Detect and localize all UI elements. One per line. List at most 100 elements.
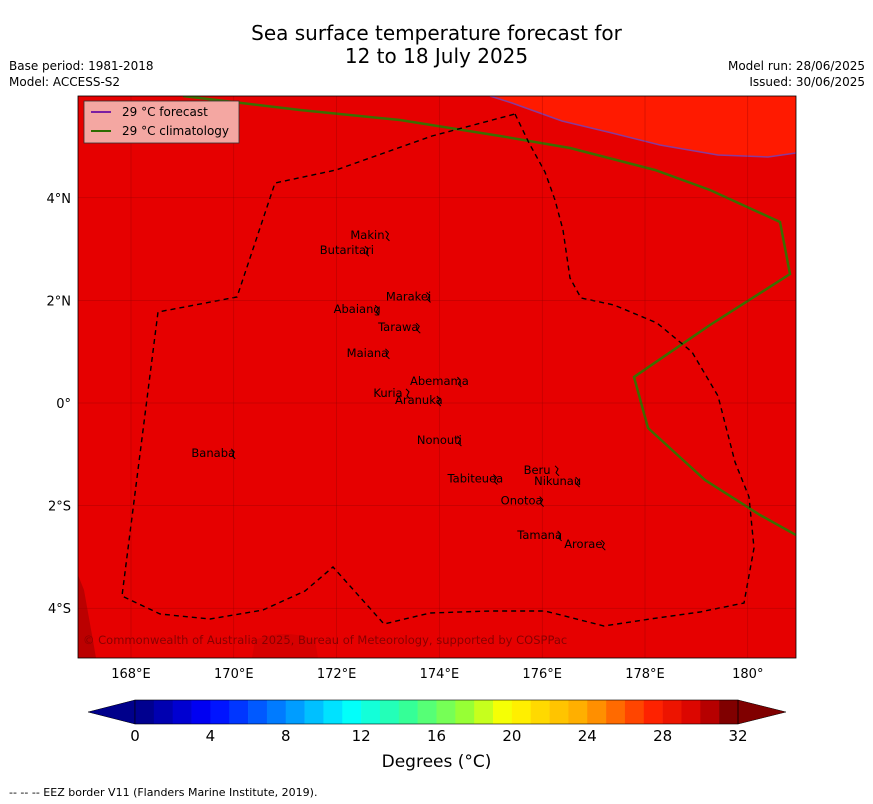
- warmer-sst-region: [490, 96, 796, 157]
- colorbar-swatch: [379, 700, 400, 724]
- colorbar: [87, 699, 787, 725]
- colorbar-swatch: [417, 700, 437, 724]
- legend-box: [83, 100, 240, 144]
- colorbar-tick-label: 8: [281, 727, 291, 745]
- place-label: Tamana: [516, 528, 562, 542]
- place-label: Abemama: [410, 374, 469, 388]
- sea-surface-field: [78, 96, 796, 658]
- colorbar-label: Degrees (°C): [381, 752, 492, 772]
- colorbar-swatch: [266, 700, 287, 724]
- base-period: Base period: 1981-2018: [9, 59, 154, 73]
- colorbar-min-arrow: [87, 699, 136, 725]
- x-tick-label: 180°: [732, 667, 763, 682]
- colorbar-swatch: [210, 700, 230, 724]
- place-label: Abaiang: [334, 302, 381, 316]
- x-tick-label: 170°E: [214, 667, 254, 682]
- colorbar-swatch: [304, 700, 324, 724]
- colorbar-swatch: [248, 700, 268, 724]
- colorbar-swatch: [587, 700, 607, 724]
- x-tick-label: 176°E: [522, 667, 562, 682]
- place-label: Tabiteuea: [447, 472, 504, 486]
- chart-title: Sea surface temperature forecast for 12 …: [0, 22, 873, 68]
- colorbar-swatch: [662, 700, 682, 724]
- colorbar-swatch: [643, 700, 663, 724]
- gridlines: [78, 96, 796, 658]
- forecast-29c-contour: [489, 96, 796, 158]
- x-axis: 168°E 170°E 172°E 174°E 176°E 178°E 180°: [111, 667, 763, 682]
- y-tick-label: 2°N: [47, 294, 72, 309]
- colorbar-swatch: [436, 700, 456, 724]
- eez-footnote: -- -- -- EEZ border V11 (Flanders Marine…: [9, 786, 318, 799]
- colorbar-swatch: [493, 700, 513, 724]
- colorbar-swatch: [474, 700, 494, 724]
- island-outlines: [230, 230, 606, 551]
- y-tick-label: 4°S: [48, 602, 71, 617]
- island-outline: [426, 292, 431, 303]
- place-label: Banaba: [191, 446, 235, 460]
- colorbar-swatch: [229, 700, 249, 724]
- colorbar-tick-label: 28: [653, 727, 672, 745]
- colorbar-tick-label: 32: [728, 727, 747, 745]
- colorbar-swatch: [361, 700, 381, 724]
- colorbar-ticks: 0 4 8 12 16 20 24 28 32: [130, 727, 747, 745]
- island-outline: [575, 476, 580, 488]
- island-outline: [385, 230, 390, 242]
- island-outline: [415, 322, 421, 334]
- island-outline: [230, 448, 236, 460]
- place-label: Arorae: [564, 537, 602, 551]
- place-label: Kuria: [373, 386, 402, 400]
- place-label: Aranuka: [395, 393, 443, 407]
- colorbar-swatch: [568, 700, 588, 724]
- model-name: Model: ACCESS-S2: [9, 75, 121, 89]
- land-shading-2: [252, 634, 318, 658]
- island-outline: [457, 376, 462, 388]
- y-tick-label: 0°: [56, 397, 71, 412]
- x-tick-label: 168°E: [111, 667, 151, 682]
- colorbar-swatch: [681, 700, 701, 724]
- colorbar-swatch: [191, 700, 211, 724]
- place-label: Beru: [524, 463, 551, 477]
- island-outline: [385, 348, 390, 360]
- colorbar-swatch: [606, 700, 626, 724]
- place-label: Nikunau: [534, 474, 581, 488]
- colorbar-max-arrow: [737, 699, 787, 725]
- map-legend: 29 °C forecast 29 °C climatology: [83, 100, 240, 144]
- climatology-29c-contour: [182, 96, 796, 537]
- colorbar-swatch: [719, 700, 739, 724]
- colorbar-tick-label: 12: [352, 727, 371, 745]
- island-outline: [557, 530, 562, 542]
- colorbar-swatch: [172, 700, 192, 724]
- title-line-1: Sea surface temperature forecast for: [251, 21, 622, 45]
- colorbar-tick-label: 20: [502, 727, 521, 745]
- colorbar-swatch: [530, 700, 550, 724]
- model-info: Base period: 1981-2018 Model: ACCESS-S2: [9, 58, 154, 90]
- place-label: Butaritari: [320, 243, 374, 257]
- y-axis: 4°N 2°N 0° 2°S 4°S: [47, 192, 72, 617]
- colorbar-swatch: [342, 700, 362, 724]
- colorbar-swatch: [549, 700, 569, 724]
- y-tick-label: 4°N: [47, 192, 72, 207]
- island-outline: [457, 435, 462, 447]
- colorbar-swatch: [455, 700, 475, 724]
- copyright-notice: © Commonwealth of Australia 2025, Bureau…: [83, 633, 567, 647]
- island-outline: [374, 304, 380, 316]
- island-outline: [405, 388, 411, 400]
- colorbar-swatch: [285, 700, 305, 724]
- colorbar-swatch: [135, 700, 155, 724]
- legend-forecast-label: 29 °C forecast: [122, 105, 208, 119]
- legend-climatology-label: 29 °C climatology: [122, 124, 229, 138]
- colorbar-swatch: [700, 700, 720, 724]
- x-tick-label: 174°E: [420, 667, 460, 682]
- colorbar-swatch: [398, 700, 418, 724]
- land-shading: [78, 575, 96, 658]
- colorbar-swatch: [153, 700, 173, 724]
- island-outline: [493, 474, 498, 485]
- island-outline: [600, 539, 606, 551]
- place-label: Marakei: [386, 289, 431, 303]
- model-run-date: Model run: 28/06/2025: [727, 59, 865, 73]
- eez-border: [121, 113, 755, 627]
- island-outline: [364, 245, 370, 257]
- run-info: Model run: 28/06/2025 Issued: 30/06/2025: [728, 58, 865, 90]
